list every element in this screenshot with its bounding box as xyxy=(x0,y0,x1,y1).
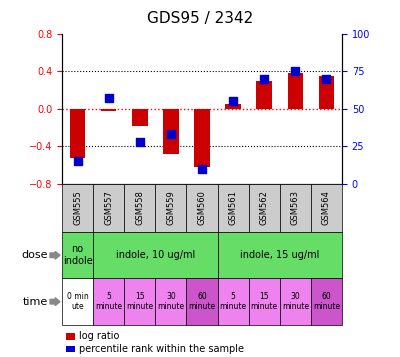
Bar xyxy=(288,73,303,109)
Bar xyxy=(194,109,210,167)
Bar xyxy=(256,81,272,109)
Text: GSM555: GSM555 xyxy=(73,191,82,225)
Text: 15
minute: 15 minute xyxy=(126,292,153,311)
Text: dose: dose xyxy=(22,250,48,260)
Text: 60
minute: 60 minute xyxy=(188,292,216,311)
Text: GSM558: GSM558 xyxy=(135,191,144,225)
Text: GSM562: GSM562 xyxy=(260,191,269,225)
Point xyxy=(261,76,268,82)
Point xyxy=(74,159,81,164)
Text: GSM557: GSM557 xyxy=(104,191,113,225)
Text: log ratio: log ratio xyxy=(79,331,119,341)
Bar xyxy=(319,76,334,109)
Point xyxy=(292,69,298,74)
Point xyxy=(168,131,174,137)
Point xyxy=(106,96,112,101)
Point xyxy=(199,166,205,172)
Text: indole, 10 ug/ml: indole, 10 ug/ml xyxy=(116,250,195,260)
Text: 5
minute: 5 minute xyxy=(220,292,247,311)
Bar xyxy=(225,104,241,109)
Text: GSM561: GSM561 xyxy=(229,191,238,225)
Text: percentile rank within the sample: percentile rank within the sample xyxy=(79,344,244,354)
Point xyxy=(136,139,143,145)
Text: GSM564: GSM564 xyxy=(322,191,331,225)
Text: time: time xyxy=(23,297,48,307)
Bar xyxy=(101,109,116,111)
Text: 30
minute: 30 minute xyxy=(157,292,184,311)
Bar xyxy=(163,109,179,154)
Text: 60
minute: 60 minute xyxy=(313,292,340,311)
Text: 0 min
ute: 0 min ute xyxy=(67,292,88,311)
Point xyxy=(323,76,330,82)
Text: GSM563: GSM563 xyxy=(291,190,300,226)
Point xyxy=(230,99,236,104)
Bar xyxy=(132,109,148,126)
Text: GDS95 / 2342: GDS95 / 2342 xyxy=(147,11,253,26)
Bar xyxy=(70,109,85,158)
Text: 15
minute: 15 minute xyxy=(251,292,278,311)
Text: indole, 15 ug/ml: indole, 15 ug/ml xyxy=(240,250,320,260)
Text: GSM560: GSM560 xyxy=(198,191,206,225)
Text: GSM559: GSM559 xyxy=(166,191,175,225)
Text: no
indole: no indole xyxy=(63,245,92,266)
Text: 30
minute: 30 minute xyxy=(282,292,309,311)
Text: 5
minute: 5 minute xyxy=(95,292,122,311)
